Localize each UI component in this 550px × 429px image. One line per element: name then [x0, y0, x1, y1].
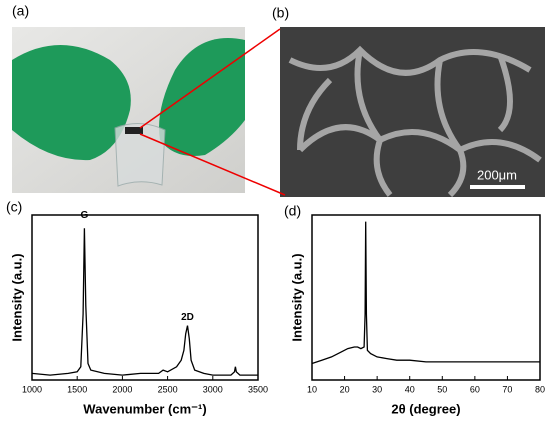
zoom-line — [139, 133, 286, 196]
scale-bar-label: 200μm — [477, 167, 517, 182]
x-axis-label: Wavenumber (cm⁻¹) — [83, 401, 206, 416]
zoom-line — [139, 28, 281, 129]
sem-network — [288, 45, 542, 198]
panel-label: (a) — [12, 3, 29, 19]
x-tick-label: 10 — [307, 384, 317, 394]
x-tick-label: 1000 — [22, 384, 42, 394]
annotation: 2D — [181, 312, 194, 323]
x-tick-label: 3000 — [203, 384, 223, 394]
sample — [125, 127, 143, 134]
x-tick-label: 50 — [437, 384, 447, 394]
data-line — [311, 221, 540, 365]
plot-frame — [311, 214, 541, 381]
x-tick-label: 20 — [340, 384, 350, 394]
x-tick-label: 30 — [372, 384, 382, 394]
x-tick-label: 60 — [470, 384, 480, 394]
x-tick-label: 1500 — [67, 384, 87, 394]
x-tick-label: 2500 — [158, 384, 178, 394]
x-tick-label: 70 — [502, 384, 512, 394]
y-axis-label: Intensity (a.u.) — [9, 253, 24, 341]
x-tick-label: 2000 — [112, 384, 132, 394]
annotation: G — [81, 210, 89, 221]
x-tick-label: 40 — [405, 384, 415, 394]
x-axis-label: 2θ (degree) — [391, 401, 460, 416]
glove — [12, 45, 131, 161]
panel-label: (c) — [6, 199, 22, 215]
x-tick-label: 3500 — [248, 384, 268, 394]
y-axis-label: Intensity (a.u.) — [289, 253, 304, 341]
glove — [159, 38, 245, 156]
panel-label: (d) — [284, 203, 301, 219]
plot-frame — [31, 214, 259, 381]
panel-label: (b) — [272, 5, 289, 21]
data-line — [31, 228, 258, 376]
x-tick-label: 80 — [535, 384, 545, 394]
